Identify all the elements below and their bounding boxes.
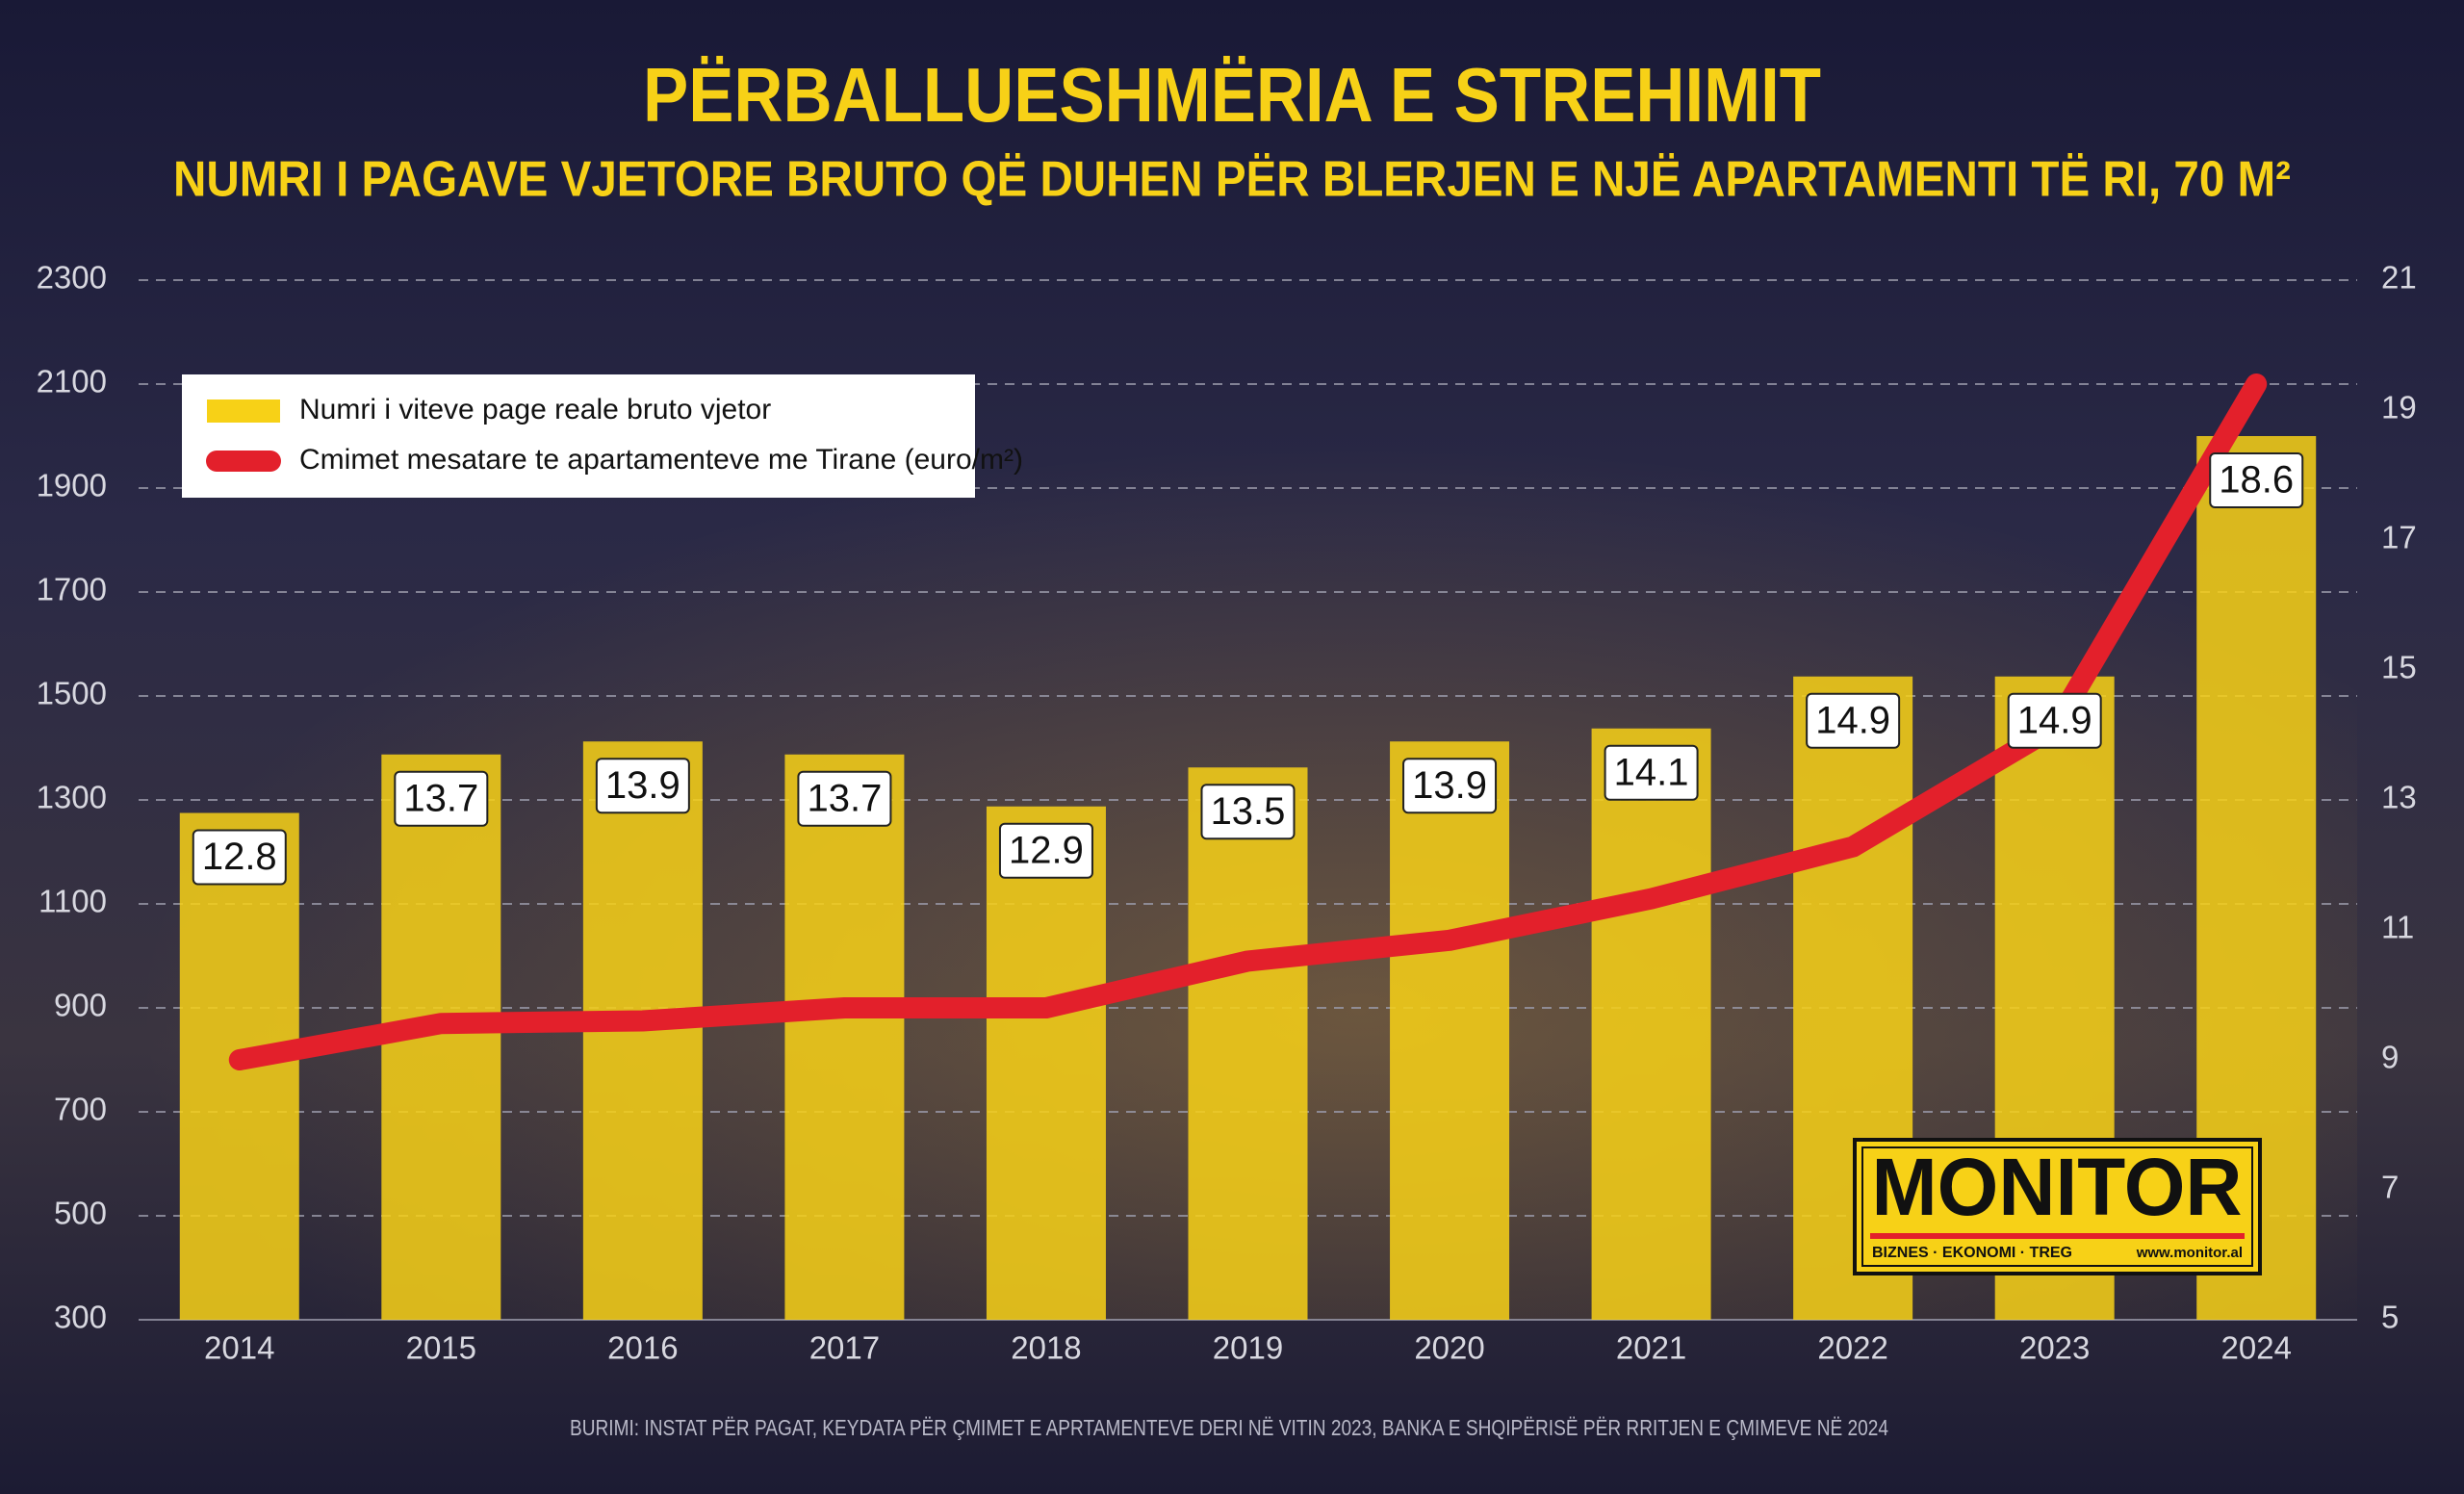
logo-rule	[1870, 1233, 2245, 1239]
value-label: 18.6	[2219, 459, 2294, 502]
legend-label: Cmimet mesatare te apartamenteve me Tira…	[299, 444, 1023, 476]
y-tick-label: 1100	[38, 884, 107, 919]
value-label: 14.1	[1614, 751, 1689, 793]
y-tick-label: 2100	[37, 364, 107, 399]
legend-swatch	[207, 399, 280, 423]
x-tick-label: 2019	[1213, 1330, 1283, 1366]
logo-inner	[1861, 1146, 2253, 1267]
value-label: 13.9	[1412, 764, 1487, 807]
value-label-box	[1200, 784, 1296, 840]
chart-subtitle: NUMRI I PAGAVE VJETORE BRUTO QË DUHEN PË…	[173, 152, 2291, 208]
y-tick-label: 300	[54, 1300, 107, 1335]
y2-tick-label: 9	[2381, 1040, 2399, 1075]
bar	[1188, 767, 1308, 1320]
bar	[986, 806, 1106, 1320]
value-label-box	[1402, 758, 1498, 814]
bar	[1591, 728, 1711, 1320]
x-tick-label: 2018	[1011, 1330, 1081, 1366]
value-label: 13.9	[605, 764, 680, 807]
source-note: BURIMI: INSTAT PËR PAGAT, KEYDATA PËR ÇM…	[570, 1415, 1888, 1440]
value-label: 14.9	[2017, 699, 2092, 741]
legend-label: Numri i viteve page reale bruto vjetor	[299, 394, 771, 425]
y2-tick-label: 13	[2381, 780, 2417, 815]
y-tick-label: 2300	[37, 260, 107, 296]
value-label: 13.7	[403, 777, 478, 819]
value-label: 13.7	[807, 777, 882, 819]
y-tick-label: 1500	[37, 676, 107, 711]
value-label-box	[797, 770, 892, 827]
x-tick-label: 2016	[607, 1330, 678, 1366]
value-label-box	[998, 822, 1093, 879]
value-label-box	[394, 770, 489, 827]
y2-tick-label: 5	[2381, 1300, 2399, 1335]
value-label: 14.9	[1815, 699, 1890, 741]
x-tick-label: 2024	[2221, 1330, 2292, 1366]
y-tick-label: 1900	[37, 468, 107, 503]
legend-box	[182, 374, 975, 498]
y2-tick-label: 19	[2381, 390, 2417, 425]
value-label-box	[595, 758, 690, 814]
logo-name: MONITOR	[1872, 1142, 2243, 1232]
y-tick-label: 900	[54, 988, 107, 1023]
logo-tagline: BIZNES · EKONOMI · TREG	[1872, 1245, 2072, 1261]
y2-tick-label: 21	[2381, 260, 2417, 296]
bar	[1390, 741, 1510, 1320]
y-tick-label: 700	[54, 1092, 107, 1127]
value-label-box	[192, 829, 287, 886]
x-tick-label: 2022	[1817, 1330, 1887, 1366]
value-label-box	[1604, 744, 1699, 801]
y2-tick-label: 7	[2381, 1170, 2399, 1205]
y-tick-label: 1700	[37, 572, 107, 607]
value-label: 12.9	[1009, 829, 1084, 871]
x-tick-label: 2021	[1616, 1330, 1686, 1366]
value-label-box	[2007, 692, 2102, 749]
x-tick-label: 2023	[2019, 1330, 2090, 1366]
x-tick-label: 2017	[809, 1330, 880, 1366]
x-tick-label: 2014	[204, 1330, 274, 1366]
x-tick-label: 2015	[406, 1330, 476, 1366]
chart-title: PËRBALLUESHMËRIA E STREHIMIT	[643, 52, 1821, 138]
value-label: 12.8	[202, 836, 277, 878]
value-label-box	[1806, 692, 1901, 749]
y-tick-label: 1300	[37, 780, 107, 815]
logo-url: www.monitor.al	[2136, 1245, 2243, 1261]
value-label: 13.5	[1211, 790, 1286, 833]
line	[228, 374, 2268, 1070]
y2-tick-label: 11	[2381, 910, 2414, 945]
bar	[784, 754, 905, 1320]
y-tick-label: 500	[54, 1196, 107, 1231]
logo-box	[1853, 1138, 2262, 1275]
x-tick-label: 2020	[1414, 1330, 1484, 1366]
y2-tick-label: 17	[2381, 520, 2417, 555]
y2-tick-label: 15	[2381, 650, 2417, 685]
value-label-box	[2209, 452, 2304, 508]
